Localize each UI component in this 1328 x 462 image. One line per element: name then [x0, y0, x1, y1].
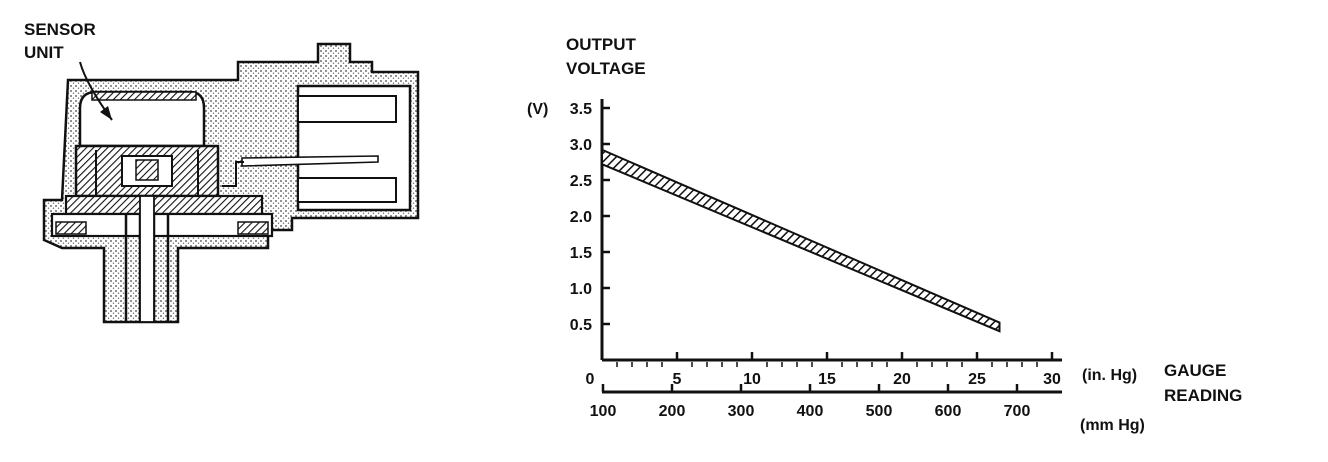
- x2-tick-label: 500: [866, 403, 893, 420]
- sensor-wire: [222, 161, 244, 187]
- x-tick-label: 10: [743, 371, 761, 388]
- connector-terminal: [241, 155, 379, 167]
- x-tick-label: 30: [1043, 371, 1061, 388]
- y-tick-label: 2.5: [570, 173, 592, 190]
- y-tick-label: 3.0: [570, 137, 592, 154]
- seal-left: [55, 221, 87, 235]
- output-voltage-chart: OUTPUT VOLTAGE (V) 0.5 1.0 1.5 2.0 2.5 3.0 3.5…: [527, 35, 1242, 434]
- y-tick-label: 0.5: [570, 317, 592, 334]
- x2-tick-label: 400: [797, 403, 824, 420]
- x-tick-label: 0: [586, 371, 595, 388]
- x-axis-title-line1: GAUGE: [1164, 361, 1226, 380]
- connector-latch: [317, 43, 351, 62]
- x-axis-secondary-unit: (mm Hg): [1080, 417, 1145, 434]
- sensor-drawing: [42, 42, 420, 324]
- sensor-core-inner: [135, 159, 159, 181]
- y-tick-label: 1.0: [570, 281, 592, 298]
- x2-tick-label: 600: [935, 403, 962, 420]
- chamber-cap: [91, 91, 197, 101]
- nozzle-bore: [139, 195, 155, 323]
- y-tick-label: 1.5: [570, 245, 592, 262]
- y-axis-unit: (V): [527, 101, 548, 118]
- connector-pin: [297, 95, 397, 123]
- x-tick-label: 15: [818, 371, 836, 388]
- callout-label-line1: SENSOR: [24, 20, 96, 39]
- x-axis-title-line2: READING: [1164, 386, 1242, 405]
- x2-tick-label: 300: [728, 403, 755, 420]
- output-voltage-band: [601, 148, 1001, 333]
- callout-arrowhead: [100, 106, 112, 120]
- x2-tick-label: 100: [590, 403, 617, 420]
- x-tick-label: 5: [673, 371, 682, 388]
- x2-tick-label: 200: [659, 403, 686, 420]
- base-seal: [50, 212, 274, 238]
- x-tick-label: 20: [893, 371, 911, 388]
- x-axis-primary-unit: (in. Hg): [1082, 367, 1137, 384]
- y-axis-title-line2: VOLTAGE: [566, 59, 646, 78]
- y-tick-label: 2.0: [570, 209, 592, 226]
- x2-tick-label: 700: [1004, 403, 1031, 420]
- connector-pin: [297, 177, 397, 203]
- base-plate: [64, 194, 264, 216]
- y-axis-title-line1: OUTPUT: [566, 35, 637, 54]
- seal-right: [237, 221, 269, 235]
- y-tick-label: 3.5: [570, 101, 592, 118]
- callout-label-line2: UNIT: [24, 43, 64, 62]
- x-tick-label: 25: [968, 371, 986, 388]
